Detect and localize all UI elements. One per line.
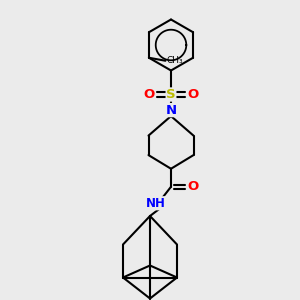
Text: O: O	[143, 88, 154, 101]
Text: O: O	[188, 180, 199, 193]
Text: N: N	[165, 103, 177, 117]
Text: O: O	[188, 88, 199, 101]
Text: CH₃: CH₃	[167, 56, 184, 65]
Text: S: S	[166, 88, 176, 101]
Text: NH: NH	[146, 197, 166, 210]
